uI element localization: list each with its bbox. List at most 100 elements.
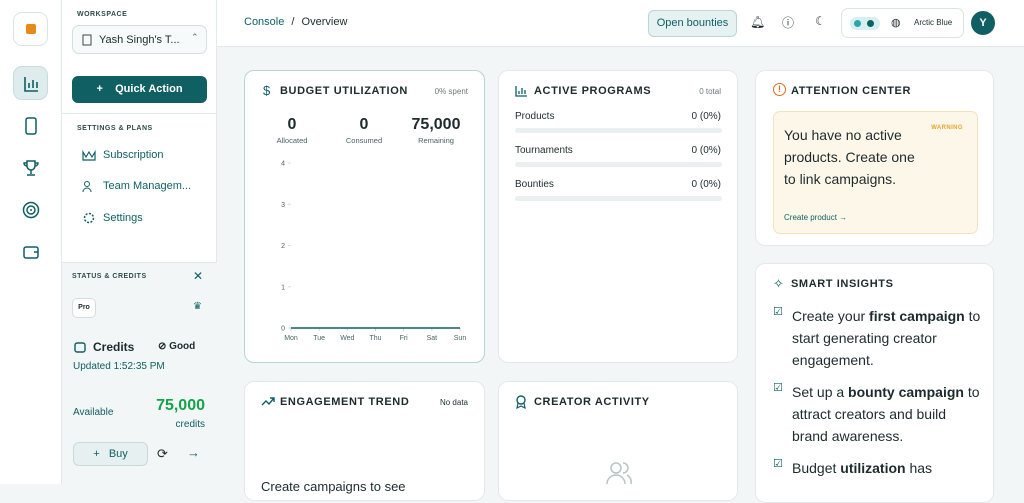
x-tick-label: Fri (400, 335, 409, 342)
forward[interactable]: → (187, 445, 200, 460)
insight-text: to start generating creator engagement. (792, 308, 981, 368)
progress-track (515, 162, 722, 167)
insight-item: Budget utilization has (792, 457, 982, 479)
breadcrumb-link[interactable]: Console (244, 16, 285, 28)
x-tick-label: Tue (313, 335, 325, 342)
card-title: CREATOR ACTIVITY (534, 396, 650, 408)
refresh[interactable]: ⟳ (157, 446, 168, 461)
budget-card: $ BUDGET UTILIZATION 0% spent (244, 70, 485, 363)
warning-message: You have no active products. Create one … (784, 127, 915, 187)
progress-track (515, 128, 722, 133)
nav-item[interactable]: Team Managem... (103, 180, 192, 192)
plan-badge: Pro (72, 298, 96, 318)
program-value: 0 (0%) (691, 111, 721, 122)
sidebar: WORKSPACE Yash Singh's T... ⌃ + Quick Ac… (62, 0, 217, 484)
section-label: WORKSPACE (77, 11, 128, 18)
y-tick-label: 0 (281, 326, 285, 333)
notifications[interactable]: 🔔︎ (750, 15, 766, 29)
program-value: 0 (0%) (691, 179, 721, 190)
x-tick-label: Sat (427, 335, 438, 342)
check-icon: ☑︎ (773, 458, 783, 470)
nav-trophy[interactable] (22, 159, 40, 177)
buy-button[interactable]: + Buy (73, 442, 148, 466)
program-name: Products (515, 111, 555, 122)
chevron: ⌃ (191, 32, 199, 42)
credits-title: Credits (93, 340, 135, 354)
y-tick-label: 4 (281, 161, 285, 168)
nav-analytics[interactable] (13, 66, 48, 100)
program-name: Tournaments (515, 145, 573, 156)
nav-item[interactable]: Subscription (103, 149, 164, 161)
open-bounties-button[interactable]: Open bounties (648, 10, 737, 37)
insights-card: ✧ SMART INSIGHTS (755, 263, 994, 503)
empty-message: Create campaigns to see (261, 479, 406, 494)
programs-card: ACTIVE PROGRAMS 0 total Products 0 (0%) To… (498, 70, 738, 363)
budget-chart: 0 Allocated 0 Consumed 75,000 Remaining 0 1 2 3 4 M… (277, 116, 467, 342)
button-label: Quick Action (115, 83, 183, 95)
x-tick-label: Mon (284, 335, 298, 342)
avatar[interactable]: Y (971, 11, 995, 35)
insight-bold: first campaign (869, 308, 965, 324)
help[interactable]: ⓘ (782, 16, 795, 30)
y-tick-label: 1 (281, 284, 285, 291)
quick-action-button[interactable]: + Quick Action (72, 76, 207, 103)
x-tick-label: Thu (369, 335, 381, 342)
available-unit: credits (175, 419, 205, 430)
y-tick-label: 2 (281, 243, 285, 250)
section-label: STATUS & CREDITS (72, 273, 147, 280)
empty-icon (606, 462, 632, 485)
badge: 0% spent (434, 87, 468, 96)
credits-status: Good (169, 341, 196, 352)
button-label: Buy (108, 448, 128, 460)
stat-label: Remaining (418, 136, 454, 145)
dark-mode[interactable]: ☾ (815, 14, 826, 28)
workspace-select[interactable]: Yash Singh's T... ⌃ (72, 25, 207, 54)
crown: ♛ (193, 301, 202, 312)
card-title: ENGAGEMENT TREND (280, 396, 410, 408)
engagement-card: ENGAGEMENT TREND No data Create campaign… (244, 381, 485, 501)
insight-text: Budget (792, 460, 841, 476)
badge: No data (439, 398, 468, 407)
card-title: SMART INSIGHTS (791, 278, 894, 290)
breadcrumb-current: Overview (301, 16, 348, 28)
nav-mobile[interactable] (22, 117, 40, 135)
close[interactable]: ✕ (193, 269, 204, 283)
stat-value: 0 (360, 116, 369, 133)
nav-item[interactable]: Settings (103, 212, 143, 224)
status-panel: STATUS & CREDITS ✕ Pro ♛ Credits ⊘ Good … (62, 262, 217, 484)
nav-target[interactable] (22, 201, 40, 219)
header: Console / Overview Open bounties 🔔︎ ⓘ ☾ … (217, 0, 1024, 47)
attention-card: ! ATTENTION CENTER WARNING You have no a… (755, 70, 994, 246)
icon-rail (0, 0, 62, 484)
workspace-name: Yash Singh's T... (99, 34, 180, 46)
stat-label: Consumed (346, 136, 382, 145)
card-title: ATTENTION CENTER (791, 85, 912, 97)
insight-item: Set up a bounty campaign to attract crea… (792, 381, 982, 447)
nav-wallet[interactable] (22, 243, 40, 261)
section-label: SETTINGS & PLANS (77, 125, 153, 132)
available-label: Available (73, 407, 114, 418)
theme-switch[interactable]: ◍ Arctic Blue (841, 8, 964, 38)
insight-bold: utilization (840, 460, 906, 476)
breadcrumb-separator: / (291, 16, 295, 28)
check-icon: ☑︎ (773, 382, 783, 394)
program-value: 0 (0%) (691, 145, 721, 156)
y-tick-label: 3 (281, 202, 285, 209)
insight-text: has (905, 460, 933, 476)
insight-text: to attract creators and build brand awar… (792, 384, 980, 444)
stat-label: Allocated (277, 136, 308, 145)
badge: 0 total (699, 87, 721, 96)
create-product-link[interactable]: Create product → (784, 213, 848, 222)
x-tick-label: Sun (454, 335, 467, 342)
logo[interactable] (13, 12, 48, 46)
x-tick-label: Wed (340, 335, 354, 342)
insight-text: Create your (792, 308, 870, 324)
updated: Updated 1:52:35 PM (73, 361, 165, 372)
progress-track (515, 196, 722, 201)
check-icon: ☑︎ (773, 306, 783, 318)
card-title: ACTIVE PROGRAMS (534, 85, 652, 97)
insight-bold: bounty campaign (848, 384, 964, 400)
insight-item: Create your first campaign to start gene… (792, 305, 982, 371)
insight-text: Set up a (792, 384, 849, 400)
